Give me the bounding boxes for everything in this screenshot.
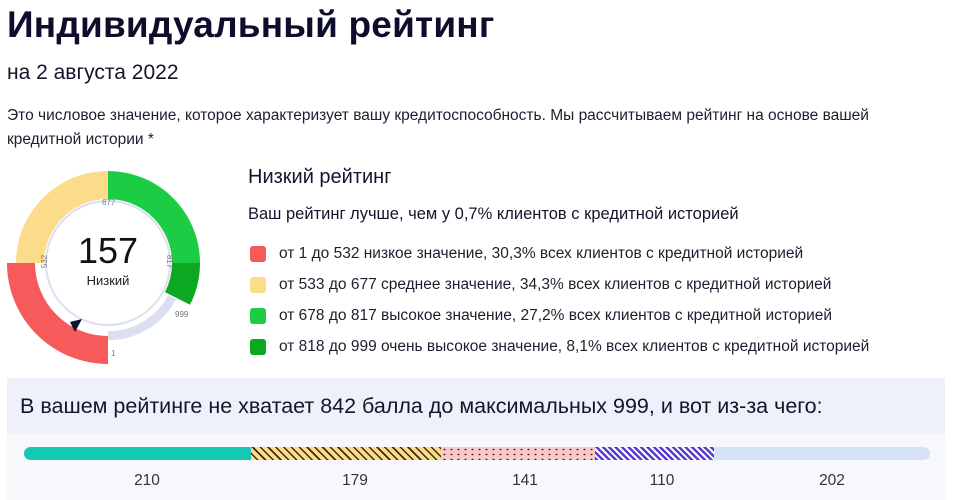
gauge-very-high-segment: [165, 263, 201, 305]
gauge-pointer-icon: [70, 319, 82, 332]
score-breakdown-panel: В вашем рейтинге не хватает 842 балла до…: [7, 378, 945, 500]
tick-677: 677: [102, 198, 116, 207]
breakdown-segment-4[interactable]: [595, 447, 714, 460]
legend-text: от 1 до 532 низкое значение, 30,3% всех …: [279, 244, 804, 262]
tick-1: 1: [111, 349, 116, 358]
rating-date: на 2 августа 2022: [7, 61, 179, 84]
tick-999: 999: [175, 310, 189, 319]
breakdown-segment-3[interactable]: [441, 447, 595, 460]
segment-value: 210: [134, 472, 160, 489]
segment-value: 141: [512, 472, 538, 489]
rating-title: Низкий рейтинг: [248, 166, 392, 188]
gauge-medium-segment: [16, 171, 108, 263]
rating-description: Это числовое значение, которое характери…: [7, 107, 869, 148]
rating-legend: от 1 до 532 низкое значение, 30,3% всех …: [250, 238, 869, 362]
rating-comparison: Ваш рейтинг лучше, чем у 0,7% клиентов с…: [248, 205, 739, 223]
gauge-low-segment: [7, 263, 108, 364]
gauge-chart: [7, 171, 201, 364]
legend-swatch-very-high: [250, 338, 266, 355]
breakdown-segment-1[interactable]: [24, 447, 251, 460]
segment-value: 202: [819, 472, 845, 489]
tick-532: 532: [40, 254, 50, 269]
legend-text: от 533 до 677 среднее значение, 34,3% вс…: [279, 275, 832, 293]
rating-gauge: 157 Низкий 677 532 817 999 1: [0, 160, 220, 370]
legend-text: от 678 до 817 высокое значение, 27,2% вс…: [279, 306, 833, 324]
legend-item-very-high: от 818 до 999 очень высокое значение, 8,…: [250, 331, 869, 362]
breakdown-values: 210 179 141 110 202: [24, 472, 930, 492]
breakdown-heading: В вашем рейтинге не хватает 842 балла до…: [7, 378, 945, 434]
tick-817: 817: [165, 254, 175, 269]
rating-score: 157: [77, 230, 139, 271]
legend-item-medium: от 533 до 677 среднее значение, 34,3% вс…: [250, 269, 869, 300]
breakdown-segment-2[interactable]: [251, 447, 441, 460]
breakdown-bar: [24, 447, 930, 460]
gauge-high-segment: [108, 171, 200, 263]
page-title: Индивидуальный рейтинг: [7, 4, 495, 45]
legend-swatch-low: [250, 245, 266, 262]
legend-text: от 818 до 999 очень высокое значение, 8,…: [279, 337, 870, 355]
breakdown-segment-5[interactable]: [714, 447, 930, 460]
segment-value: 179: [342, 472, 368, 489]
legend-item-low: от 1 до 532 низкое значение, 30,3% всех …: [250, 238, 869, 269]
legend-swatch-high: [250, 307, 266, 324]
legend-item-high: от 678 до 817 высокое значение, 27,2% вс…: [250, 300, 869, 331]
segment-value: 110: [649, 472, 675, 489]
legend-swatch-medium: [250, 276, 266, 293]
rating-level: Низкий: [86, 273, 130, 288]
